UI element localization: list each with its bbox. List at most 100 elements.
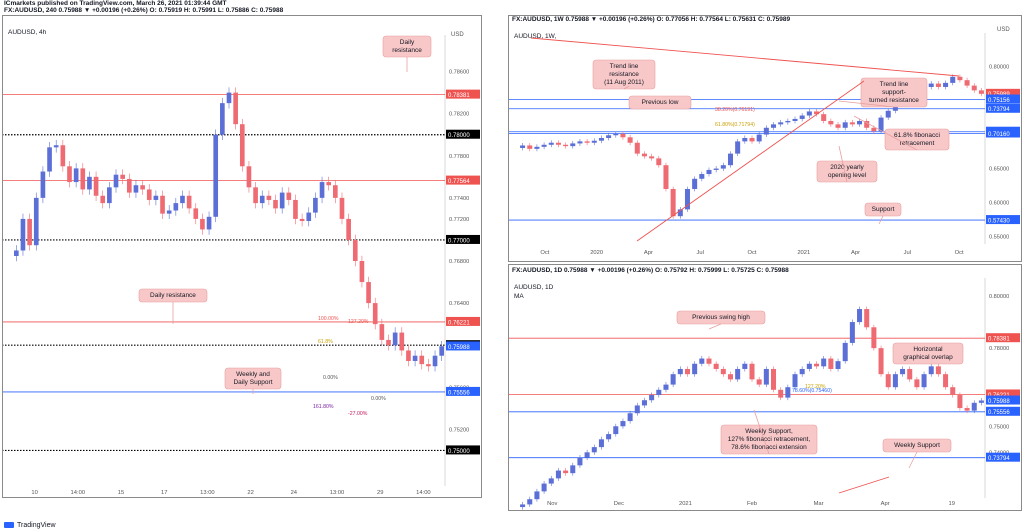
x-tick-label: Apr [851,250,860,256]
callout-pointer [908,451,918,469]
callout-pointer [753,409,770,455]
candle-body [333,185,338,198]
candle-body [641,400,647,406]
fib-label: 78.60%(0.75460) [792,388,832,394]
annotation-callout-text: Weekly Support, [745,428,793,435]
candle-body [186,195,192,209]
x-tick-label: Nov [547,501,557,507]
annotation-callout-box [628,95,692,110]
chart-pane-weekly[interactable]: FX:AUDUSD, 1W 0.75988 ▼ +0.00196 (+0.26%… [508,15,1022,262]
annotation-callout-text: (11 Aug 2011) [604,79,644,86]
candle-body [842,122,848,128]
candle-body [749,137,755,142]
x-tick-label: Feb [747,501,757,507]
candle-body [677,368,683,375]
candle-body [153,195,159,200]
candle-body [649,156,655,159]
candle-body [670,374,676,385]
candle-body [914,379,920,388]
candle-body [53,145,59,148]
x-tick-label: Oct [747,250,756,256]
candle-body [527,145,533,149]
candle-body [200,218,205,230]
candle-body [598,439,604,448]
candle-body [928,366,934,375]
daily-symbol: AUDUSD, 1D [514,284,554,291]
candle-body [778,122,784,125]
candle-body [864,120,870,128]
candle-body [713,363,719,369]
candle-body [606,434,612,440]
callout-pointer [838,145,848,183]
price-badge-bg [446,129,480,139]
candle-body [577,141,583,144]
price-badge-text: 0.77564 [448,179,470,185]
price-badge-text: 0.57430 [988,218,1010,224]
candle-body [213,134,219,217]
chart-pane-4h[interactable]: AUDUSD, 4h USD 0.78600 0.78200 0.77800 0.774… [2,15,482,498]
candle-body [279,192,285,209]
y-tick-label: 0.80000 [989,294,1009,300]
candle-body [100,195,106,204]
fib-label: 127.20% [805,384,826,390]
candle-body [943,374,949,388]
price-badge-bg [446,234,480,244]
weekly-symbol: AUDUSD, 1W, [514,33,557,40]
price-badge-text: 0.75156 [988,98,1010,104]
candle-body [634,405,640,414]
daily-indicator: MA [514,293,524,300]
price-badge-bg [986,452,1020,462]
x-tick-label: 19 [948,501,954,507]
candle-body [627,413,633,422]
candle-body [352,239,358,261]
candle-body [799,368,805,375]
candle-body [828,358,834,369]
candle-body [392,332,398,346]
candle-body [591,140,597,143]
y-tick-label: 0.80000 [989,65,1009,71]
candle-body [346,218,351,240]
candle-body [306,212,312,222]
annotation-callout-text: Daily [400,39,415,46]
annotation-callout-text: resistance [609,71,639,78]
candle-body [907,368,913,380]
candle-body [313,197,318,213]
candle-body [720,368,726,375]
price-badge-text: 0.78381 [448,93,470,99]
callout-pointer [838,100,895,108]
candle-body [763,368,769,385]
candle-body [849,122,855,125]
candle-body [684,188,690,210]
candle-body [742,363,748,369]
chart-pane-daily[interactable]: FX:AUDUSD, 1D 0.75988 ▼ +0.00196 (+0.26%… [508,264,1022,511]
candle-body [439,346,445,356]
annotation-callout-text: graphical overlap [903,354,953,361]
candle-body [87,176,92,190]
candle-body [885,110,891,118]
currency-label: USD [451,32,464,38]
candle-body [971,402,977,411]
candle-body [692,178,698,189]
price-badge-bg [986,103,1020,113]
candle-body [727,153,734,166]
x-tick-label: 15 [118,490,124,496]
candle-body [964,80,970,86]
annotation-callout-box [892,342,964,365]
callout-pointer [708,323,722,330]
annotation-callout-text: Support [872,206,895,213]
candle-body [226,92,232,104]
x-tick-label: Oct [540,250,549,256]
weekly-quote: FX:AUDUSD, 1W 0.75988 ▼ +0.00196 (+0.26%… [512,16,791,23]
annotation-callout-text: Trend line [880,81,909,88]
candle-body [273,199,278,209]
x-tick-label: 17 [161,490,167,496]
price-badge-text: 0.77000 [448,238,470,244]
candle-body [620,133,626,138]
chart-weekly-svg: USD0.800000.750000.700000.650000.600000.… [509,27,1020,256]
candle-body [806,363,812,369]
price-badge-bg [446,175,480,185]
candle-body [419,355,425,365]
price-badge-bg [986,406,1020,416]
candle-body [548,478,554,484]
candle-body [828,120,834,125]
